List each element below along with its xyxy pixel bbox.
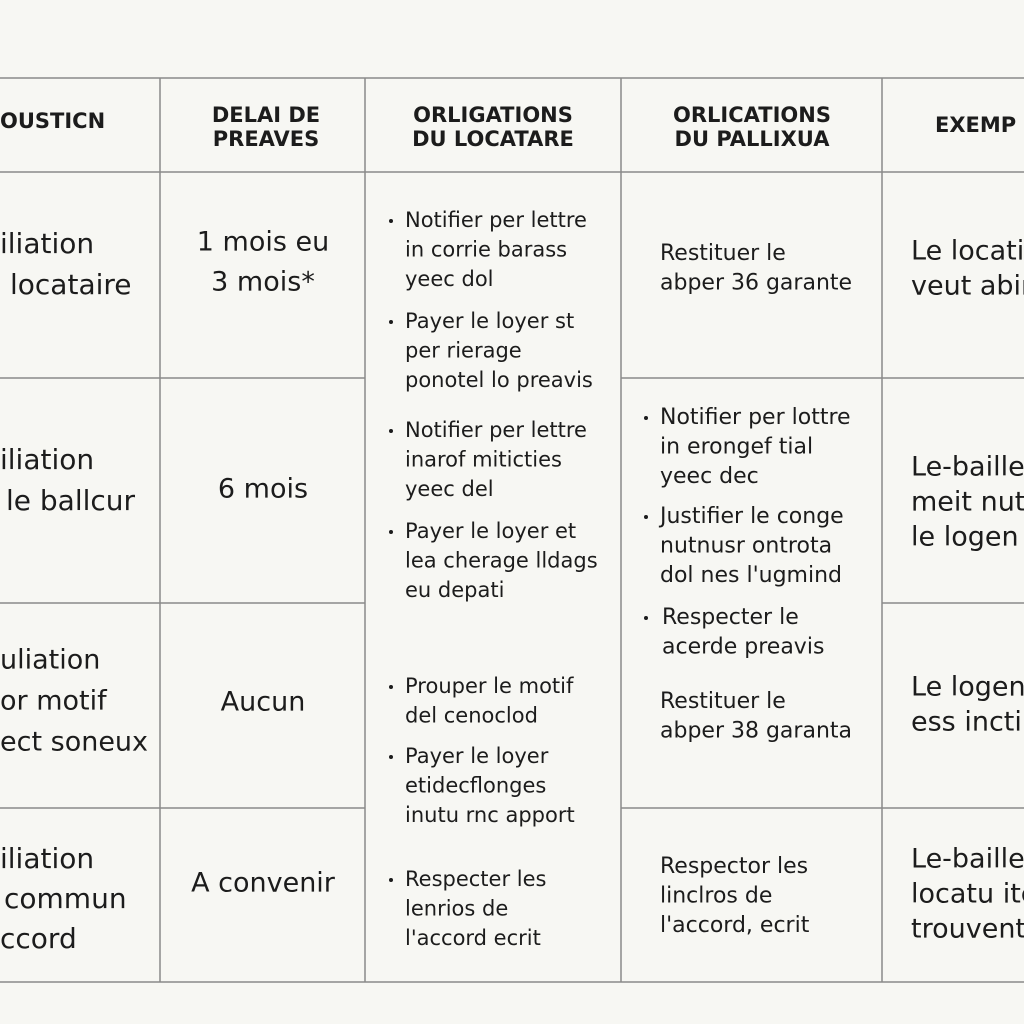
bullet bbox=[389, 685, 393, 689]
obligation: eu depati bbox=[405, 578, 504, 602]
exemple: Le locati bbox=[911, 236, 1024, 267]
obligation: Payer le loyer st bbox=[405, 309, 574, 333]
header: EXEMP bbox=[935, 113, 1016, 137]
delai: 3 mois* bbox=[211, 267, 315, 298]
obligation: Restituer le bbox=[660, 689, 786, 714]
obligation: lenrios de bbox=[405, 897, 508, 921]
bullet bbox=[389, 530, 393, 534]
delai: A convenir bbox=[191, 868, 336, 899]
situation: commun bbox=[4, 882, 127, 915]
obligation: Justifier le conge bbox=[658, 504, 844, 529]
bullet bbox=[389, 429, 393, 433]
obligation: in erongef tial bbox=[660, 435, 813, 460]
obligation: inarof miticties bbox=[405, 448, 562, 472]
obligation: yeec dol bbox=[405, 267, 494, 291]
situation: locataire bbox=[10, 268, 132, 301]
situation: iliation bbox=[0, 842, 94, 875]
situation: ccord bbox=[0, 922, 77, 955]
obligation: Notifier per lottre bbox=[660, 405, 851, 430]
header: DU LOCATARE bbox=[412, 127, 574, 151]
bullet bbox=[389, 219, 393, 223]
delai: Aucun bbox=[221, 687, 306, 718]
header: PREAVES bbox=[213, 127, 319, 151]
header: DELAI DE bbox=[212, 103, 320, 127]
bullet bbox=[644, 515, 648, 519]
obligation: l'accord ecrit bbox=[405, 926, 541, 950]
situation: le ballcur bbox=[6, 484, 136, 517]
obligation: Respector les bbox=[660, 854, 808, 879]
grid bbox=[0, 77, 1024, 983]
situation: or motif bbox=[0, 686, 108, 717]
obligation: abper 38 garanta bbox=[660, 719, 852, 744]
obligation: per rierage bbox=[405, 339, 522, 363]
obligation: inutu rnc apport bbox=[405, 803, 575, 827]
obligation: l'accord, ecrit bbox=[660, 913, 810, 938]
bullet bbox=[389, 878, 393, 882]
delai: 6 mois bbox=[218, 474, 308, 505]
situation: iliation bbox=[0, 227, 94, 260]
obligation: abper 36 garante bbox=[660, 271, 852, 296]
obligation: Notifier per lettre bbox=[405, 418, 587, 442]
obligation: del cenoclod bbox=[405, 704, 538, 728]
exemple: meit nut bbox=[911, 487, 1024, 518]
exemple: Le-baille bbox=[911, 452, 1024, 483]
exemple: locatu ite bbox=[911, 879, 1024, 910]
delai: 1 mois eu bbox=[197, 227, 329, 258]
obligation: Prouper le motif bbox=[405, 674, 574, 698]
situation: uliation bbox=[0, 645, 100, 676]
obligation: linclros de bbox=[660, 884, 772, 909]
situation: iliation bbox=[0, 443, 94, 476]
bullet bbox=[389, 320, 393, 324]
header: ORLIGATIONS bbox=[413, 103, 573, 127]
obligation: Payer le loyer bbox=[405, 744, 549, 768]
exemple: trouvent bbox=[911, 914, 1024, 945]
exemple: veut abir bbox=[911, 271, 1024, 302]
bullet bbox=[644, 416, 648, 420]
obligation: yeec del bbox=[405, 477, 494, 501]
exemple: le logen bbox=[911, 522, 1019, 553]
exemple: Le logen bbox=[911, 672, 1024, 703]
header: OUSTICN bbox=[0, 109, 105, 133]
obligation: lea cherage lldags bbox=[405, 549, 598, 573]
obligation: Restituer le bbox=[660, 241, 786, 266]
exemple: Le-baille bbox=[911, 844, 1024, 875]
header: DU PALLIXUA bbox=[675, 127, 831, 151]
exemple: ess inctir bbox=[911, 707, 1024, 738]
situation: ect soneux bbox=[0, 727, 148, 758]
obligation: etidecflonges bbox=[405, 774, 546, 798]
obligation: Respecter les bbox=[405, 867, 546, 891]
obligation: Notifier per lettre bbox=[405, 208, 587, 232]
obligation: ponotel lo preavis bbox=[405, 368, 593, 392]
obligation: dol nes l'ugmind bbox=[660, 563, 842, 588]
obligation: nutnusr ontrota bbox=[660, 534, 832, 559]
bullet bbox=[389, 755, 393, 759]
obligation: Payer le loyer et bbox=[405, 519, 576, 543]
obligation: yeec dec bbox=[660, 464, 759, 489]
obligation: in corrie barass bbox=[405, 238, 567, 262]
bullet bbox=[644, 616, 648, 620]
header: ORLICATIONS bbox=[673, 103, 831, 127]
obligation: acerde preavis bbox=[662, 635, 824, 660]
obligation: Respecter le bbox=[662, 605, 799, 630]
